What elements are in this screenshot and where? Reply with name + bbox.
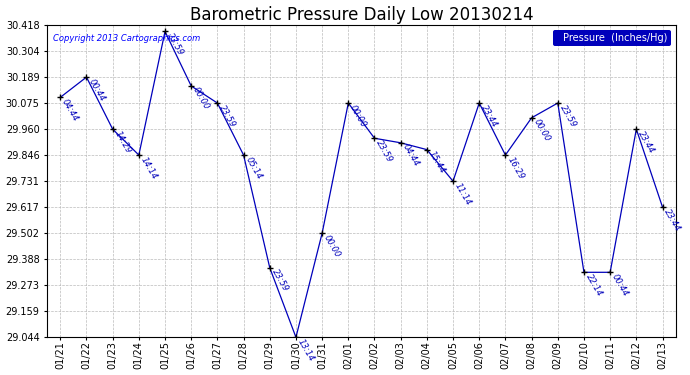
Legend: Pressure  (Inches/Hg): Pressure (Inches/Hg) — [553, 30, 671, 46]
Text: 23:44: 23:44 — [636, 129, 656, 155]
Text: 04:44: 04:44 — [60, 98, 80, 123]
Text: 00:00: 00:00 — [191, 86, 211, 112]
Text: Copyright 2013 Cartographics.com: Copyright 2013 Cartographics.com — [54, 34, 201, 44]
Text: 14:14: 14:14 — [139, 155, 159, 181]
Text: 23:59: 23:59 — [217, 103, 237, 129]
Text: 23:59: 23:59 — [558, 103, 578, 129]
Text: 16:29: 16:29 — [505, 155, 525, 181]
Text: 23:59: 23:59 — [375, 138, 395, 164]
Title: Barometric Pressure Daily Low 20130214: Barometric Pressure Daily Low 20130214 — [190, 6, 533, 24]
Text: 00:44: 00:44 — [86, 77, 106, 103]
Text: 00:00: 00:00 — [531, 118, 551, 143]
Text: 14:29: 14:29 — [112, 129, 132, 155]
Text: 13:14: 13:14 — [296, 337, 316, 363]
Text: 23:44: 23:44 — [662, 207, 682, 233]
Text: 23:59: 23:59 — [270, 268, 290, 293]
Text: 05:14: 05:14 — [244, 155, 264, 181]
Text: 11:14: 11:14 — [453, 181, 473, 207]
Text: 00:00: 00:00 — [348, 103, 368, 129]
Text: 23:59: 23:59 — [165, 32, 185, 57]
Text: 00:00: 00:00 — [322, 233, 342, 259]
Text: 23:44: 23:44 — [480, 103, 499, 129]
Text: 15:44: 15:44 — [427, 150, 447, 175]
Text: 00:44: 00:44 — [610, 272, 630, 298]
Text: 22:14: 22:14 — [584, 272, 604, 298]
Text: 04:44: 04:44 — [401, 143, 421, 168]
